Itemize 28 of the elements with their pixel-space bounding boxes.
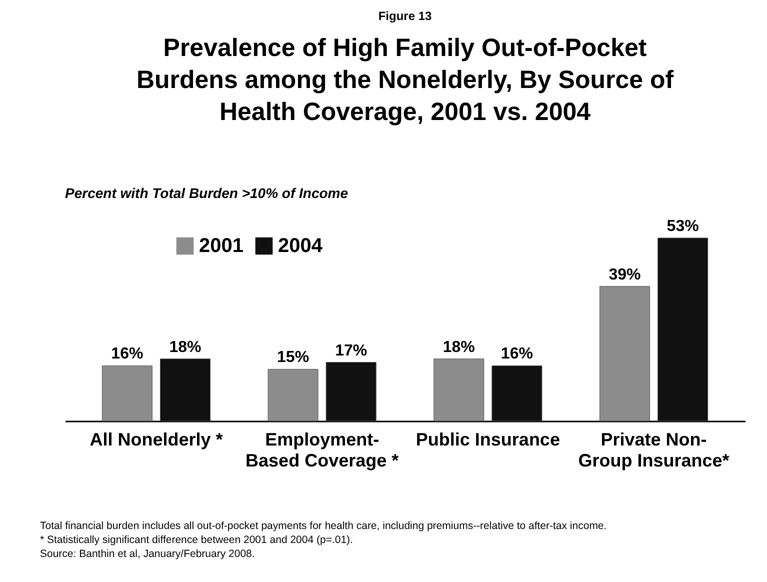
data-label: 16%: [111, 346, 144, 363]
caption: Figure 13: [378, 9, 432, 23]
legend-label: 2001: [199, 235, 244, 257]
data-label: 18%: [169, 338, 202, 356]
y-axis-title: Percent with Total Burden >10% of Income: [65, 185, 348, 201]
x-tick-label: Public Insurance: [416, 430, 560, 450]
x-tick-label: Employment-Based Coverage *: [246, 430, 399, 470]
x-tick-label: Private Non-Group Insurance*: [578, 430, 730, 470]
data-label: 15%: [277, 349, 310, 366]
data-label: 16%: [500, 346, 533, 363]
bar: [268, 368, 318, 422]
legend-label: 2004: [278, 235, 324, 257]
bar: [102, 365, 152, 422]
text: * Statistically significant difference between 2001 and 2004 (p=.01).: [40, 534, 353, 546]
bar: [434, 358, 484, 422]
bar: [658, 238, 708, 422]
data-label: 39%: [608, 266, 641, 284]
bar: [160, 358, 210, 422]
data-label: 18%: [442, 338, 475, 356]
bar: [492, 365, 542, 422]
x-tick-label: All Nonelderly *: [90, 430, 223, 450]
chart-title: Prevalence of High Family Out-of-Pocket Burdens among the Nonelderly, By Source of Health Coverage, 2001 vs. 2004: [136, 34, 674, 126]
data-label: 17%: [335, 342, 368, 360]
source-note: Source: Banthin et al, January/February 2008.: [40, 548, 255, 560]
text: Total financial burden includes all out-of-pocket payments for health care, including premiums--relative to after-tax income.: [40, 520, 607, 532]
bar: [326, 362, 376, 422]
data-label: 53%: [666, 218, 699, 235]
bar: [600, 286, 650, 422]
